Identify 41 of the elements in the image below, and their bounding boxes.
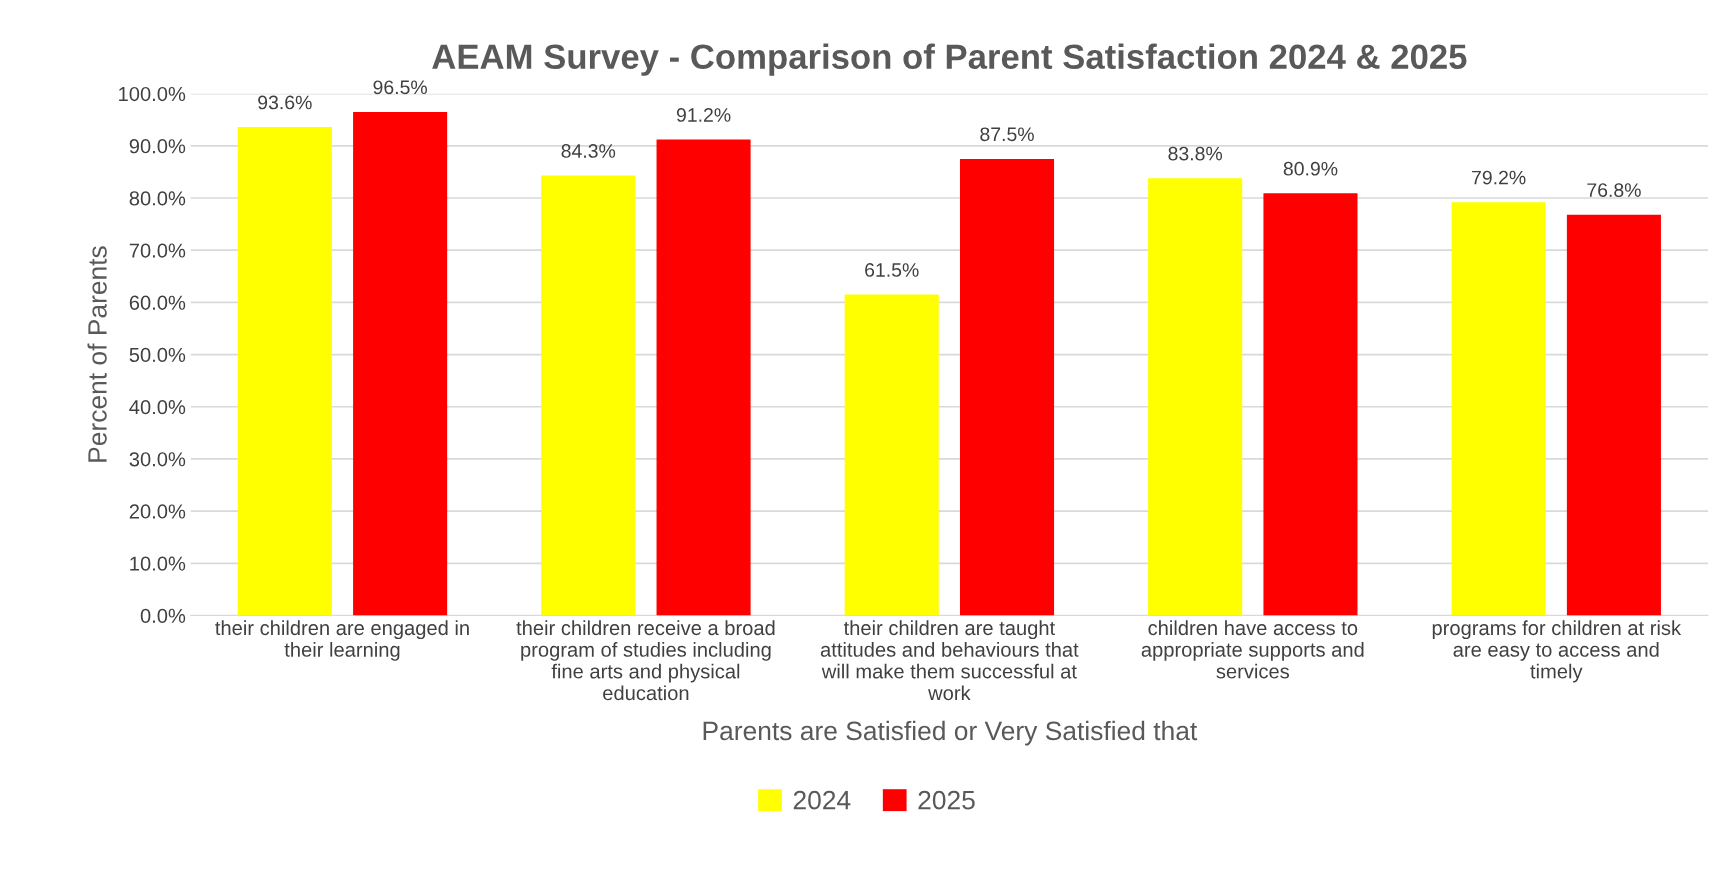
bar — [1263, 193, 1358, 616]
y-tick-label: 40.0% — [129, 399, 186, 415]
bar — [656, 139, 751, 616]
y-tick-label: 50.0% — [129, 347, 186, 363]
y-tick-label: 0.0% — [140, 608, 186, 623]
bar — [844, 294, 939, 616]
chart-title: AEAM Survey - Comparison of Parent Satisfaction 2024 & 2025 — [432, 43, 1467, 76]
y-tick-label: 20.0% — [129, 504, 186, 519]
x-tick-label: their children receive a broad program of studies including fine arts and physical education — [516, 620, 775, 701]
x-tick-label: their children are engaged in their learning — [215, 620, 469, 661]
x-tick-label: their children are taught attitudes and behaviours that will make them successful at work — [820, 620, 1079, 701]
data-label: 61.5% — [865, 263, 919, 277]
y-tick-label: 90.0% — [129, 139, 186, 154]
bar — [959, 158, 1055, 616]
y-tick-label: 60.0% — [129, 295, 186, 310]
y-tick-label: 10.0% — [130, 556, 186, 571]
x-tick-label: children have access to appropriate supports and services — [1141, 620, 1364, 679]
y-tick-label: 70.0% — [129, 243, 186, 258]
y-tick-label: 100.0% — [119, 86, 186, 102]
data-label: 80.9% — [1283, 161, 1338, 176]
x-tick-label: programs for children at risk are easy to access and timely — [1432, 620, 1682, 683]
bar — [1148, 178, 1243, 616]
data-label: 76.8% — [1587, 183, 1641, 197]
y-axis-title: Percent of Parents — [87, 246, 107, 462]
data-label: 96.5% — [373, 80, 427, 95]
data-label: 84.3% — [561, 144, 616, 158]
data-label: 91.2% — [676, 108, 731, 122]
x-axis-title: Parents are Satisfied or Very Satisfied that — [703, 720, 1198, 746]
y-tick-label: 30.0% — [129, 452, 186, 467]
data-label: 83.8% — [1168, 146, 1223, 161]
y-tick-label: 80.0% — [129, 191, 186, 206]
legend-label: 2024 — [793, 790, 851, 810]
legend-label: 2025 — [918, 790, 975, 810]
bar — [1566, 214, 1661, 616]
data-label: 79.2% — [1472, 170, 1526, 185]
bar — [1451, 202, 1546, 616]
data-label: 93.6% — [258, 95, 312, 110]
bar — [353, 111, 448, 616]
bar — [237, 127, 332, 616]
bar — [541, 175, 636, 616]
data-label: 87.5% — [980, 127, 1034, 142]
